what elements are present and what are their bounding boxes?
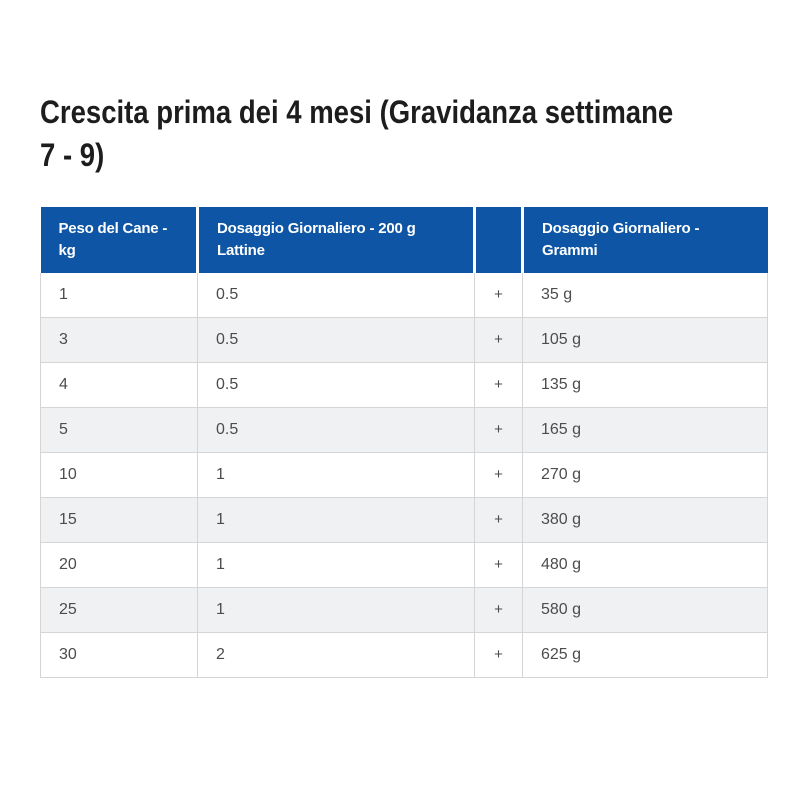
cell-cans: 1 [197,587,475,633]
cell-weight: 1 [40,273,198,318]
cell-cans: 1 [197,452,475,498]
cell-cans: 0.5 [197,362,475,408]
table-header-row: Peso del Cane - kg Dosaggio Giornaliero … [40,207,768,273]
cell-cans: 1 [197,542,475,588]
table-row: 30 2 +625 g [40,632,768,678]
cell-grams: 105 g [522,317,768,363]
table-row: 1 0.5 +35 g [40,273,768,318]
cell-weight: 10 [40,452,198,498]
cell-weight: 4 [40,362,198,408]
page-title-line1: Crescita prima dei 4 mesi (Gravidanza se… [40,94,674,130]
header-cell-grams: Dosaggio Giornaliero - Grammi [522,207,768,273]
plus-sign: + [474,497,523,543]
cell-grams: 480 g [522,542,768,588]
dosage-table: Peso del Cane - kg Dosaggio Giornaliero … [40,207,768,678]
cell-cans: 1 [197,497,475,543]
cell-grams: 165 g [522,407,768,453]
header-cell-cans: Dosaggio Giornaliero - 200 g Lattine [197,207,476,273]
table-row: 3 0.5 +105 g [40,317,768,363]
plus-sign: + [474,362,523,408]
cell-cans: 0.5 [197,317,475,363]
cell-weight: 30 [40,632,198,678]
plus-sign: + [474,273,523,318]
cell-weight: 15 [40,497,198,543]
header-cell-weight: Peso del Cane - kg [40,207,199,273]
table-row: 20 1 +480 g [40,542,768,588]
cell-cans: 0.5 [197,407,475,453]
cell-grams: 580 g [522,587,768,633]
cell-cans: 2 [197,632,475,678]
cell-weight: 20 [40,542,198,588]
plus-sign: + [474,407,523,453]
cell-weight: 3 [40,317,198,363]
page-content: Crescita prima dei 4 mesi (Gravidanza se… [0,91,800,678]
cell-weight: 25 [40,587,198,633]
plus-sign: + [474,452,523,498]
cell-grams: 625 g [522,632,768,678]
plus-sign: + [474,317,523,363]
cell-grams: 270 g [522,452,768,498]
table-row: 10 1 +270 g [40,452,768,498]
table-row: 5 0.5 +165 g [40,407,768,453]
plus-sign: + [474,542,523,588]
cell-grams: 135 g [522,362,768,408]
header-cell-plus [474,207,524,273]
table-header: Peso del Cane - kg Dosaggio Giornaliero … [40,207,768,273]
page-title-line2: 7 - 9) [40,136,105,173]
page-title: Crescita prima dei 4 mesi (Gravidanza se… [40,91,767,176]
table-row: 4 0.5 +135 g [40,362,768,408]
plus-sign: + [474,632,523,678]
cell-cans: 0.5 [197,273,475,318]
table-row: 25 1 +580 g [40,587,768,633]
cell-grams: 35 g [522,273,768,318]
cell-grams: 380 g [522,497,768,543]
cell-weight: 5 [40,407,198,453]
plus-sign: + [474,587,523,633]
table-row: 15 1 +380 g [40,497,768,543]
